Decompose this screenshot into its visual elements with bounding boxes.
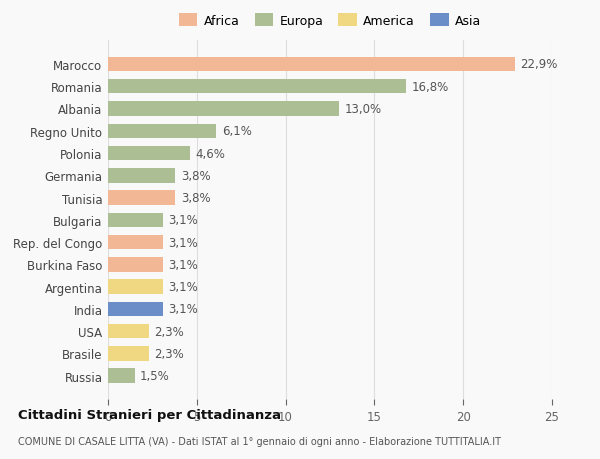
Bar — [108, 369, 134, 383]
Text: 6,1%: 6,1% — [221, 125, 251, 138]
Text: 4,6%: 4,6% — [195, 147, 225, 160]
Text: 3,1%: 3,1% — [169, 258, 198, 271]
Bar — [108, 146, 190, 161]
Text: 1,5%: 1,5% — [140, 369, 170, 382]
Bar — [108, 257, 163, 272]
Bar — [108, 235, 163, 250]
Bar — [108, 168, 175, 183]
Text: 3,1%: 3,1% — [169, 302, 198, 316]
Text: Cittadini Stranieri per Cittadinanza: Cittadini Stranieri per Cittadinanza — [18, 409, 281, 421]
Text: 3,1%: 3,1% — [169, 280, 198, 293]
Bar — [108, 102, 339, 117]
Text: 22,9%: 22,9% — [520, 58, 557, 71]
Text: 3,1%: 3,1% — [169, 214, 198, 227]
Bar — [108, 213, 163, 228]
Bar — [108, 324, 149, 339]
Bar — [108, 280, 163, 294]
Bar — [108, 191, 175, 205]
Text: 3,1%: 3,1% — [169, 236, 198, 249]
Legend: Africa, Europa, America, Asia: Africa, Europa, America, Asia — [179, 14, 481, 28]
Bar — [108, 57, 515, 72]
Text: 2,3%: 2,3% — [154, 347, 184, 360]
Text: 3,8%: 3,8% — [181, 191, 211, 205]
Bar — [108, 80, 406, 94]
Text: 16,8%: 16,8% — [412, 80, 449, 94]
Bar — [108, 124, 217, 139]
Text: COMUNE DI CASALE LITTA (VA) - Dati ISTAT al 1° gennaio di ogni anno - Elaborazio: COMUNE DI CASALE LITTA (VA) - Dati ISTAT… — [18, 436, 501, 446]
Text: 2,3%: 2,3% — [154, 325, 184, 338]
Text: 13,0%: 13,0% — [344, 103, 382, 116]
Bar — [108, 347, 149, 361]
Text: 3,8%: 3,8% — [181, 169, 211, 182]
Bar — [108, 302, 163, 316]
